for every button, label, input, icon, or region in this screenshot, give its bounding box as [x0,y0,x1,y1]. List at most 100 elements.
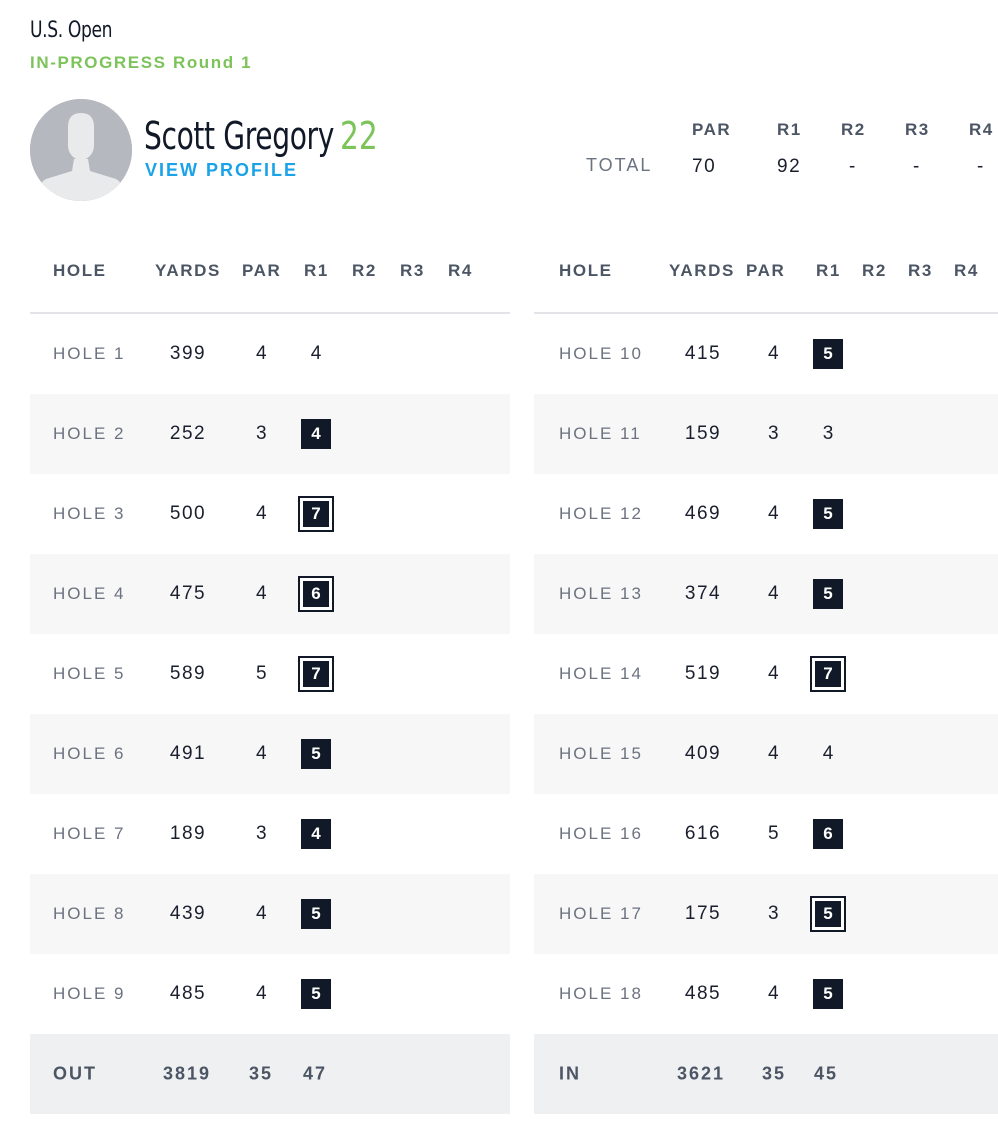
hole-label: HOLE 3 [53,504,126,523]
hole-yards: 189 [169,823,207,844]
hole-par: 3 [767,903,781,924]
hole-yards: 500 [169,503,207,524]
column-header-r4: R4 [954,261,979,280]
column-header-r1: R1 [304,261,329,280]
table-row: HOLE 17 175 3 5 [534,874,998,954]
hole-score-r1: 5 [810,896,846,932]
table-row: HOLE 3 500 4 7 [30,474,510,554]
hole-label: HOLE 13 [559,584,643,603]
hole-par: 5 [255,663,269,684]
hole-score-value: 7 [303,501,329,527]
total-yards: 3819 [163,1063,212,1084]
table-row: HOLE 8 439 4 5 [30,874,510,954]
hole-par: 4 [767,743,781,764]
summary-header-r3: R3 [905,120,930,139]
hole-score-r1: 5 [301,739,331,769]
hole-label: HOLE 17 [559,904,643,923]
hole-score-r1: 5 [813,499,843,529]
total-par: 35 [762,1063,787,1084]
hole-par: 4 [767,983,781,1004]
table-row: HOLE 18 485 4 5 [534,954,998,1034]
hole-label: HOLE 12 [559,504,643,523]
column-header-hole: HOLE [559,261,613,280]
summary-header-r1: R1 [777,120,802,139]
total-label: OUT [53,1063,97,1084]
hole-score-r1: 7 [810,656,846,692]
hole-score-r1: 5 [813,339,843,369]
hole-score-r1: 5 [301,899,331,929]
hole-yards: 415 [684,343,722,364]
summary-r1: 92 [777,156,802,177]
hole-yards: 475 [169,583,207,604]
hole-yards: 409 [684,743,722,764]
table-row: HOLE 10 415 4 5 [534,314,998,394]
hole-label: HOLE 1 [53,344,126,363]
total-r1: 47 [303,1063,328,1084]
table-row: HOLE 13 374 4 5 [534,554,998,634]
hole-par: 4 [255,983,269,1004]
hole-score-r1: 5 [813,979,843,1009]
hole-yards: 485 [684,983,722,1004]
column-header-r3: R3 [908,261,933,280]
hole-par: 4 [767,503,781,524]
hole-score-r1: 6 [813,819,843,849]
column-header-par: PAR [242,261,282,280]
hole-score-r1: 5 [813,579,843,609]
back-nine-scorecard: HOLE YARDS PAR R1 R2 R3 R4 HOLE 10 415 4 5 HOLE 11 1… [534,230,998,1114]
hole-label: HOLE 11 [559,424,642,443]
hole-yards: 485 [169,983,207,1004]
scorecard-total-row: OUT 3819 35 47 [30,1034,510,1114]
hole-par: 4 [767,663,781,684]
hole-score-value: 6 [303,581,329,607]
hole-par: 4 [255,743,269,764]
scorecard-total-row: IN 3621 35 45 [534,1034,998,1114]
hole-par: 3 [767,423,781,444]
view-profile-link[interactable]: VIEW PROFILE [145,160,299,180]
hole-yards: 159 [684,423,722,444]
summary-r4: - [977,156,985,177]
summary-r2: - [849,156,857,177]
hole-score-r1: 4 [301,819,331,849]
hole-par: 5 [767,823,781,844]
hole-label: HOLE 16 [559,824,643,843]
hole-score-r1: 7 [298,656,334,692]
hole-par: 3 [255,823,269,844]
hole-score-r1: 7 [298,496,334,532]
hole-yards: 252 [169,423,207,444]
table-row: HOLE 14 519 4 7 [534,634,998,714]
column-header-r1: R1 [816,261,841,280]
hole-yards: 589 [169,663,207,684]
summary-header-r4: R4 [969,120,994,139]
hole-par: 3 [255,423,269,444]
hole-yards: 374 [684,583,722,604]
column-header-par: PAR [746,261,786,280]
hole-score-r1: 4 [822,743,834,764]
player-silhouette-icon [30,99,132,201]
column-header-r2: R2 [352,261,377,280]
hole-label: HOLE 9 [53,984,126,1003]
total-label: IN [559,1063,581,1084]
hole-label: HOLE 6 [53,744,126,763]
hole-score-value: 7 [815,661,841,687]
hole-score-value: 7 [303,661,329,687]
summary-par: 70 [692,156,717,177]
column-header-yards: YARDS [669,261,735,280]
total-par: 35 [249,1063,274,1084]
hole-par: 4 [255,503,269,524]
table-row: HOLE 1 399 4 4 [30,314,510,394]
table-row: HOLE 9 485 4 5 [30,954,510,1034]
hole-label: HOLE 5 [53,664,126,683]
hole-score-r1: 4 [301,419,331,449]
hole-label: HOLE 4 [53,584,126,603]
hole-label: HOLE 7 [53,824,126,843]
hole-score-value: 5 [815,901,841,927]
scorecard-header-row: HOLE YARDS PAR R1 R2 R3 R4 [534,230,998,314]
column-header-r4: R4 [448,261,473,280]
hole-label: HOLE 2 [53,424,126,443]
hole-yards: 439 [169,903,207,924]
hole-par: 4 [767,343,781,364]
table-row: HOLE 12 469 4 5 [534,474,998,554]
table-row: HOLE 16 616 5 6 [534,794,998,874]
hole-label: HOLE 14 [559,664,643,683]
summary-r3: - [913,156,921,177]
